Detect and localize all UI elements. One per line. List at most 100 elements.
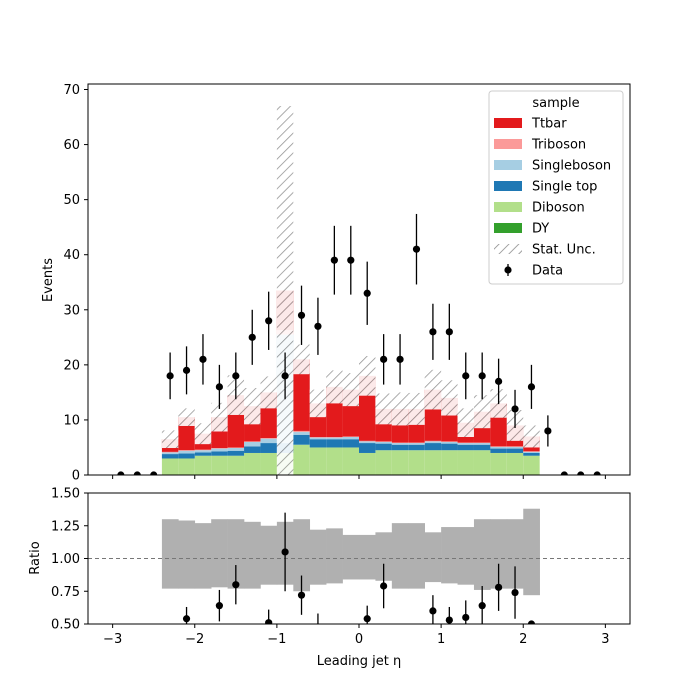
x-tick-label: −3 [103,632,122,647]
bar-triboson [293,430,310,433]
bar-triboson [227,447,245,449]
bar-diboson [194,455,212,475]
bar-triboson [408,442,425,444]
stat-unc-bin [276,106,294,475]
bar-triboson [309,437,327,438]
data-point [577,471,585,475]
data-point [544,427,552,435]
ratio-y-tick-label: 1.00 [51,552,80,567]
bar-diboson [227,455,245,475]
stat-unc-bin [244,387,261,425]
stat-unc-bin [473,395,491,429]
ratio-band-bin [161,519,179,589]
bar-singleboson [359,441,376,444]
stat-unc-bin [523,425,540,448]
bar-diboson [326,447,343,475]
x-tick-label: −1 [267,632,286,647]
main-y-axis-label: Events [41,258,56,302]
y-tick-label: 0 [72,469,80,484]
stat-unc-bin [309,389,327,418]
stat-unc-bin [391,392,409,426]
ratio-point [297,591,306,599]
ratio-point [495,583,503,591]
ratio-band-bin [359,534,376,580]
bar-single-top [178,453,195,459]
ratio-point [215,602,223,610]
data-point [232,372,240,380]
bar-singleboson [375,441,392,444]
bar-triboson [457,442,474,444]
bar-single-top [244,446,261,453]
stat-unc-bin [457,408,474,438]
data-point [182,366,191,374]
data-point [297,311,306,319]
ratio-band-bin [293,519,311,592]
bar-single-top [424,443,442,451]
bar-single-top [326,439,343,448]
data-point [593,471,601,475]
bar-singleboson [490,446,507,449]
bar-diboson [391,450,409,475]
bar-triboson [359,440,376,442]
bar-single-top [441,443,458,451]
bar-singleboson [424,441,442,444]
data-point [527,383,536,391]
ratio-unc-band [161,508,540,596]
stat-unc-bin [293,344,310,375]
ratio-band-bin [326,528,343,584]
ratio-point [478,602,486,610]
bar-diboson [161,458,179,475]
legend-swatch [494,244,522,254]
bar-singleboson [473,443,491,445]
bar-single-top [506,448,524,453]
bar-singleboson [326,437,343,440]
bar-singleboson [523,451,540,453]
bar-singleboson [506,446,524,449]
bar-single-top [391,444,409,451]
x-tick-label: 2 [519,632,527,647]
bar-triboson [342,436,359,438]
bar-diboson [441,450,458,475]
bar-triboson [260,438,277,439]
y-tick-label: 60 [63,138,80,153]
bar-ttbar [293,359,310,431]
bar-triboson [244,441,261,442]
ratio-y-tick-label: 0.50 [51,618,80,633]
ratio-y-tick-label: 1.50 [51,487,80,502]
ratio-point [527,620,536,624]
stat-unc-bin [375,393,392,425]
bar-diboson [359,452,376,475]
y-tick-label: 30 [63,303,80,318]
bar-triboson [194,449,212,451]
bar-diboson [293,444,310,475]
legend-label: Data [532,264,563,279]
data-point [281,372,289,380]
ratio-band-bin [490,519,508,589]
ratio-band-bin [244,521,261,589]
ratio-band-bin [457,527,475,585]
ratio-band-bin [227,519,245,589]
bar-single-top [293,434,310,445]
legend-label: Ttbar [531,117,567,132]
bar-triboson [424,440,442,442]
stat-unc-bin [359,356,376,396]
bar-diboson [309,447,327,475]
data-point [445,328,453,336]
ratio-point [511,588,519,597]
ratio-points [182,512,536,624]
bar-diboson [260,452,277,475]
bar-single-top [211,451,228,456]
stat-unc-bin [260,376,277,409]
bar-diboson [490,452,507,475]
bar-singleboson [161,452,179,455]
bar-singleboson [178,450,195,454]
bar-triboson [391,442,409,444]
ratio-point [445,616,453,624]
data-point [495,377,503,385]
ratio-band-bin [473,519,491,590]
bar-single-top [457,444,474,451]
data-point [511,405,519,413]
bar-singleboson [194,450,212,453]
data-point [478,372,486,380]
bar-diboson [424,450,442,475]
